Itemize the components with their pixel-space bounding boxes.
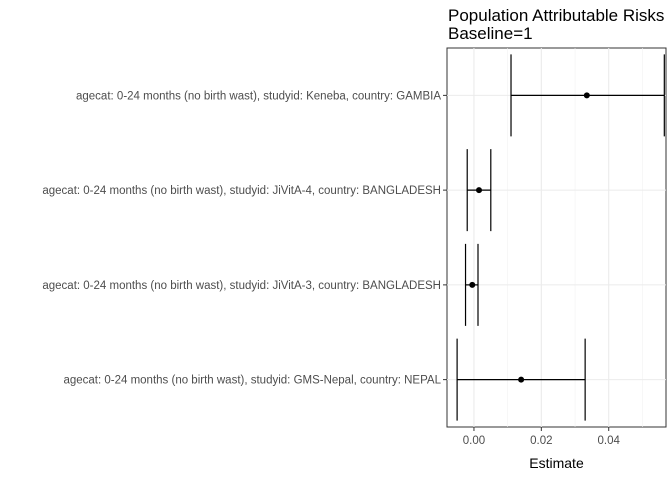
x-tick-labels: 0.00 0.02 0.04 [463, 427, 621, 447]
gridlines [447, 48, 666, 427]
estimate-point [469, 281, 476, 288]
y-tick-label: agecat: 0-24 months (no birth wast), stu… [42, 185, 441, 197]
chart-title-line-2: Baseline=1 [448, 24, 533, 43]
x-tick-label: 0.04 [598, 435, 621, 447]
chart-title-line-1: Population Attributable Risks [448, 6, 664, 25]
x-axis-title: Estimate [529, 455, 584, 471]
plot-panel [446, 47, 667, 428]
x-tick-label: 0.02 [530, 435, 552, 447]
y-tick-label: agecat: 0-24 months (no birth wast), stu… [76, 90, 441, 102]
x-tick-label: 0.00 [463, 435, 485, 447]
y-tick-labels: agecat: 0-24 months (no birth wast), stu… [42, 90, 447, 387]
estimate-marks [456, 54, 665, 421]
estimate-point [518, 376, 525, 383]
y-tick-label: agecat: 0-24 months (no birth wast), stu… [42, 280, 441, 292]
estimate-point [583, 92, 590, 99]
estimate-point [476, 187, 483, 194]
y-tick-label: agecat: 0-24 months (no birth wast), stu… [63, 375, 441, 387]
